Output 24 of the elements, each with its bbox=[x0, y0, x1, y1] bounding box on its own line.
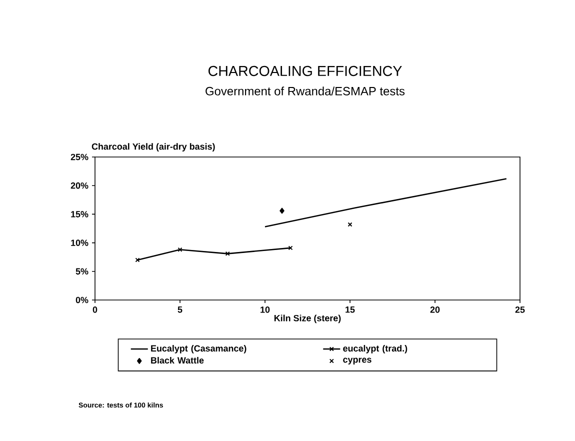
legend-label: Eucalypt (Casamance) bbox=[151, 344, 246, 354]
y-tick-label: 15% bbox=[71, 211, 88, 218]
y-tick-label: 0% bbox=[76, 296, 88, 304]
x-axis-title: Kiln Size (stere) bbox=[274, 314, 341, 324]
legend-label: cypres bbox=[343, 358, 372, 364]
point bbox=[225, 251, 230, 256]
x-tick-label: 25 bbox=[515, 306, 525, 313]
y-tick-label: 25% bbox=[70, 154, 88, 160]
legend-label: Black Wattle bbox=[151, 356, 204, 364]
x-tick-label: 5 bbox=[178, 306, 182, 313]
x-tick-label: 20 bbox=[430, 306, 440, 313]
y-tick-label: 20% bbox=[70, 182, 88, 189]
point bbox=[348, 222, 352, 227]
x-tick-label: 15 bbox=[346, 306, 355, 313]
chart-title: CHARCOALING EFFICIENCY bbox=[208, 66, 402, 76]
x-tick-label: 0 bbox=[92, 306, 98, 313]
y-axis-title: Charcoal Yield (air-dry basis) bbox=[92, 143, 215, 152]
x-tick-label: 10 bbox=[260, 306, 270, 313]
legend-label: eucalypt (trad.) bbox=[343, 344, 408, 354]
point bbox=[178, 247, 182, 252]
chart-subtitle: Government of Rwanda/ESMAP tests bbox=[206, 86, 405, 96]
point bbox=[280, 208, 284, 214]
y-tick-label: 5% bbox=[76, 268, 88, 275]
y-tick-label: 10% bbox=[71, 240, 88, 246]
